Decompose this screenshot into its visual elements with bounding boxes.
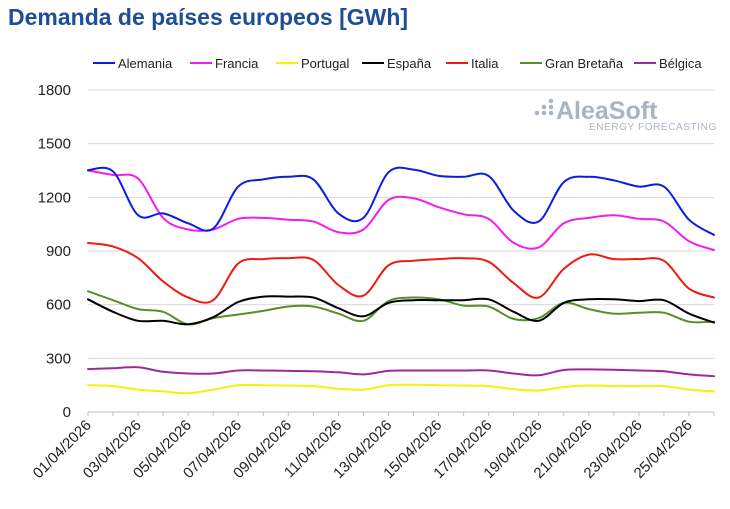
y-tick-label: 1200 [38, 189, 71, 206]
series-line-italia [87, 241, 715, 304]
y-tick-label: 1800 [38, 82, 71, 99]
legend-item-espana: España [362, 56, 432, 71]
legend-label: Alemania [118, 56, 173, 71]
axes: 030060090012001500180001/04/202603/04/20… [30, 82, 715, 482]
legend-item-belgica: Bélgica [634, 56, 702, 71]
page-title: Demanda de países europeos [GWh] [8, 4, 409, 30]
y-tick-label: 900 [46, 243, 71, 260]
series-line-belgica [87, 366, 715, 378]
y-tick-label: 1500 [38, 136, 71, 153]
legend-item-italia: Italia [446, 56, 499, 71]
legend-item-portugal: Portugal [276, 56, 350, 71]
series-line-alemania [87, 166, 715, 236]
aleasoft-logo-icon [534, 98, 554, 116]
y-tick-label: 0 [63, 404, 71, 421]
series-line-francia [87, 169, 715, 252]
legend-label: Portugal [301, 56, 350, 71]
series-line-gran-bretana [87, 290, 715, 326]
legend-label: Francia [215, 56, 259, 71]
legend: Alemania Francia Portugal España Italia Gran … [93, 56, 702, 71]
legend-item-alemania: Alemania [93, 56, 173, 71]
series-line-portugal [87, 383, 715, 395]
legend-label: Bélgica [659, 56, 702, 71]
y-tick-label: 600 [46, 297, 71, 314]
aleasoft-watermark: AleaSoft ENERGY FORECASTING [534, 97, 717, 133]
series-line-espana [87, 295, 715, 326]
y-tick-label: 300 [46, 350, 71, 367]
series-lines [87, 166, 715, 395]
legend-label: España [387, 56, 432, 71]
watermark-tagline: ENERGY FORECASTING [589, 122, 717, 133]
legend-label: Italia [471, 56, 499, 71]
watermark-brand: AleaSoft [556, 97, 658, 125]
legend-item-francia: Francia [190, 56, 259, 71]
legend-item-gran-bretana: Gran Bretaña [520, 56, 624, 71]
legend-label: Gran Bretaña [545, 56, 624, 71]
